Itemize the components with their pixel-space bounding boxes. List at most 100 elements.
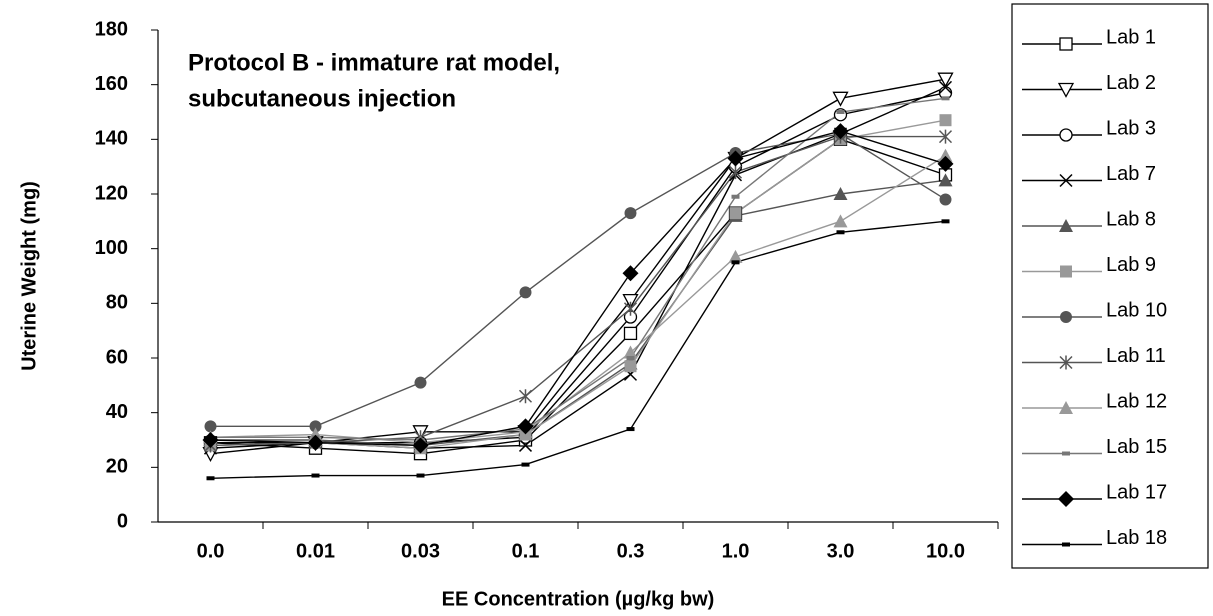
marker: [938, 80, 953, 94]
marker: [938, 129, 953, 144]
marker: [728, 165, 743, 180]
legend-label: Lab 2: [1106, 72, 1156, 94]
legend-label: Lab 9: [1106, 254, 1156, 276]
legend-marker: [1059, 173, 1073, 188]
annotation: subcutaneous injection: [188, 85, 456, 112]
marker: [414, 376, 427, 389]
marker: [206, 476, 215, 481]
series-line: [210, 133, 946, 428]
marker: [939, 193, 952, 206]
x-axis-label: EE Concentration (µg/kg bw): [442, 588, 715, 610]
marker: [311, 473, 320, 478]
marker: [731, 194, 740, 199]
marker: [941, 219, 950, 224]
marker: [836, 110, 845, 114]
x-tick-label: 3.0: [827, 540, 855, 562]
marker: [204, 420, 217, 433]
marker: [518, 389, 533, 404]
legend-marker: [1060, 311, 1072, 323]
marker: [833, 187, 848, 200]
x-tick-label: 0.1: [512, 540, 540, 562]
marker: [728, 249, 743, 263]
marker: [626, 356, 635, 360]
legend-marker: [1058, 491, 1074, 507]
marker: [519, 286, 532, 299]
x-tick-label: 0.01: [296, 540, 335, 562]
y-tick-label: 80: [106, 292, 128, 314]
marker: [521, 462, 530, 467]
legend-label: Lab 12: [1106, 390, 1167, 412]
marker: [626, 427, 635, 432]
x-tick-label: 0.03: [401, 540, 440, 562]
y-axis-label: Uterine Weight (mg): [18, 181, 40, 371]
x-tick-label: 0.3: [617, 540, 645, 562]
x-tick-label: 1.0: [722, 540, 750, 562]
marker: [623, 326, 638, 341]
legend-marker: [1057, 82, 1075, 98]
marker: [624, 207, 637, 220]
legend-label: Lab 17: [1106, 481, 1167, 503]
marker: [727, 150, 744, 167]
y-tick-label: 180: [95, 18, 128, 40]
marker: [937, 155, 954, 172]
series-line: [210, 130, 946, 447]
legend-marker: [1059, 219, 1073, 232]
marker: [202, 432, 219, 448]
y-tick-label: 160: [95, 73, 128, 95]
marker: [833, 214, 848, 228]
series-line: [210, 97, 946, 441]
legend-marker: [1059, 355, 1073, 370]
series-line: [210, 155, 946, 444]
legend-label: Lab 11: [1106, 345, 1166, 367]
y-tick-label: 60: [106, 346, 128, 368]
marker: [938, 148, 953, 162]
y-tick-label: 20: [106, 456, 128, 478]
marker: [309, 420, 322, 433]
legend-marker: [1062, 451, 1070, 456]
marker: [832, 91, 849, 107]
series-line: [210, 179, 946, 447]
marker: [941, 96, 950, 101]
legend-label: Lab 3: [1106, 117, 1156, 139]
marker: [518, 438, 533, 452]
marker: [836, 230, 845, 235]
legend-label: Lab 8: [1106, 208, 1156, 230]
marker: [622, 265, 639, 282]
marker: [307, 434, 324, 451]
y-tick-label: 120: [95, 182, 128, 204]
marker: [832, 123, 849, 140]
marker: [412, 437, 429, 454]
legend-marker: [1062, 542, 1070, 547]
x-tick-label: 10.0: [926, 540, 965, 562]
legend-label: Lab 1: [1106, 26, 1156, 48]
marker: [623, 345, 638, 359]
marker: [938, 173, 953, 187]
marker: [622, 293, 639, 309]
legend-label: Lab 7: [1106, 163, 1156, 185]
legend-box: [1011, 3, 1209, 569]
legend-marker: [1059, 37, 1073, 51]
marker: [937, 72, 954, 88]
legend-marker: [1059, 128, 1073, 142]
x-tick-label: 0.0: [197, 540, 225, 562]
series-line: [210, 138, 946, 455]
y-tick-label: 40: [106, 401, 128, 423]
y-tick-label: 0: [117, 510, 128, 532]
legend-label: Lab 15: [1106, 436, 1167, 458]
y-tick-label: 140: [95, 128, 128, 150]
marker: [939, 114, 952, 127]
y-tick-label: 100: [95, 237, 128, 259]
marker: [517, 418, 534, 435]
marker: [416, 473, 425, 478]
series-line: [210, 220, 946, 479]
series-line: [210, 135, 946, 447]
legend-marker: [1059, 401, 1073, 414]
marker: [729, 207, 742, 220]
annotation: Protocol B - immature rat model,: [188, 49, 560, 76]
legend-label: Lab 18: [1106, 527, 1167, 549]
marker: [731, 260, 740, 265]
legend-label: Lab 10: [1106, 299, 1167, 321]
marker: [624, 360, 637, 373]
marker: [623, 301, 638, 316]
